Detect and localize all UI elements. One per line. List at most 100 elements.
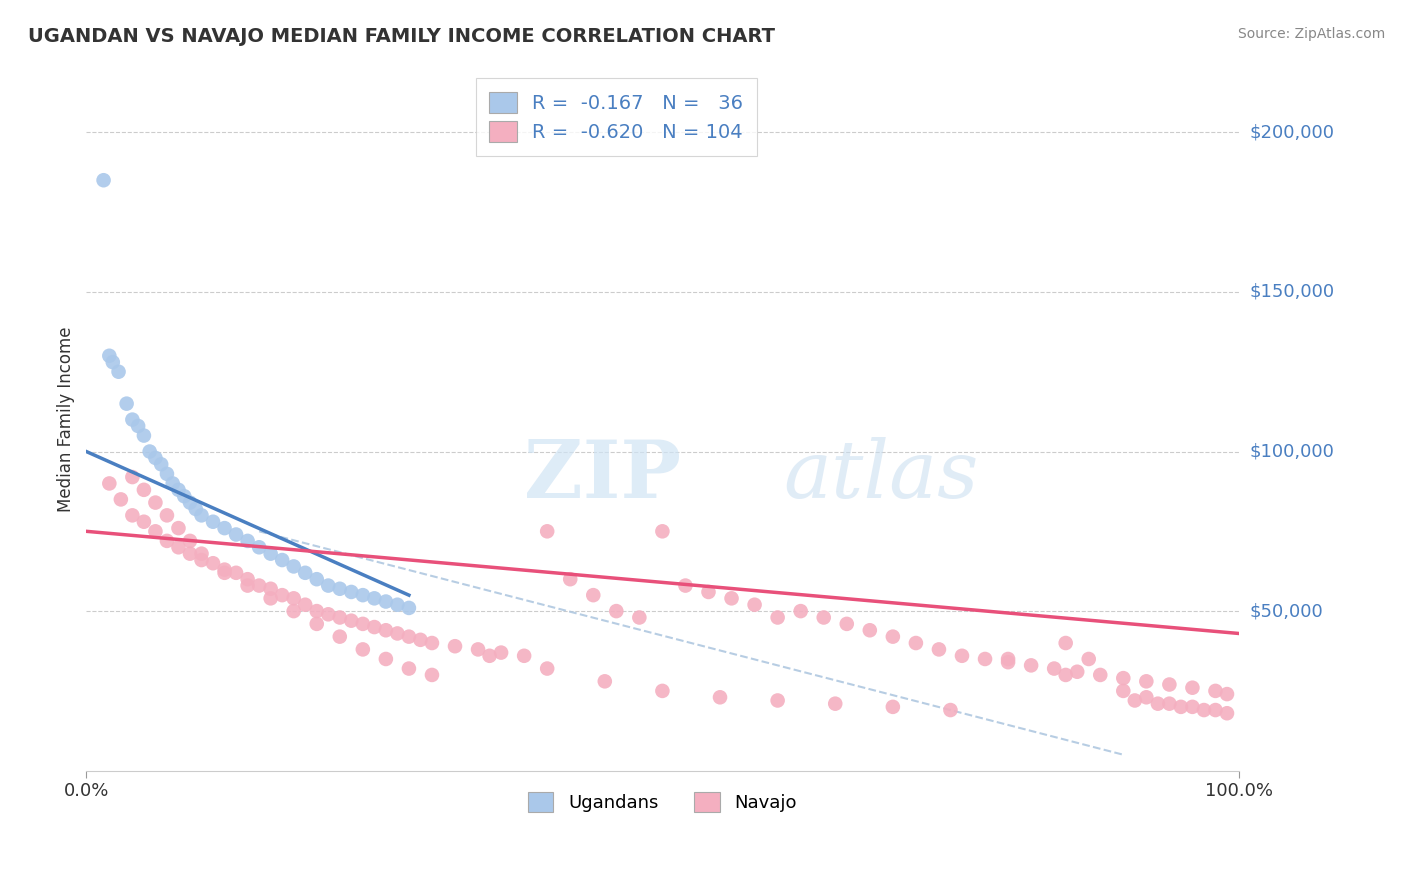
Text: atlas: atlas [783,437,979,515]
Point [709,690,731,705]
Point [167,521,190,535]
Point [398,601,420,615]
Point [340,585,363,599]
Point [1054,636,1077,650]
Point [132,483,155,497]
Point [1019,658,1042,673]
Point [132,428,155,442]
Point [1204,703,1226,717]
Point [835,616,858,631]
Point [560,572,582,586]
Point [374,624,396,638]
Point [93,173,115,187]
Point [352,588,374,602]
Point [225,527,247,541]
Point [305,572,328,586]
Point [156,467,179,481]
Point [316,578,339,592]
Point [374,594,396,608]
Y-axis label: Median Family Income: Median Family Income [58,326,75,512]
Point [939,703,962,717]
Point [98,349,121,363]
Point [167,541,190,555]
Point [1123,693,1146,707]
Text: ZIP: ZIP [524,437,681,515]
Point [214,563,236,577]
Point [398,630,420,644]
Point [283,559,305,574]
Point [167,483,190,497]
Point [824,697,846,711]
Point [882,630,904,644]
Point [1077,652,1099,666]
Point [882,699,904,714]
Point [813,610,835,624]
Point [789,604,811,618]
Point [950,648,973,663]
Point [101,355,124,369]
Point [173,489,195,503]
Point [593,674,616,689]
Point [329,610,352,624]
Point [628,610,651,624]
Legend: Ugandans, Navajo: Ugandans, Navajo [516,780,810,825]
Point [121,412,143,426]
Point [259,591,281,606]
Point [1204,684,1226,698]
Point [1112,684,1135,698]
Point [697,585,720,599]
Point [766,610,789,624]
Point [179,495,201,509]
Point [145,450,167,465]
Point [387,598,409,612]
Point [259,582,281,596]
Point [236,578,259,592]
Point [1066,665,1088,679]
Point [651,684,673,698]
Point [744,598,766,612]
Point [651,524,673,539]
Text: $150,000: $150,000 [1250,283,1334,301]
Point [1135,690,1157,705]
Point [398,662,420,676]
Point [1112,671,1135,685]
Point [1159,677,1181,691]
Point [1192,703,1215,717]
Point [283,591,305,606]
Point [190,508,212,523]
Point [294,598,316,612]
Point [305,604,328,618]
Text: $100,000: $100,000 [1250,442,1334,460]
Point [179,533,201,548]
Point [1147,697,1170,711]
Point [720,591,742,606]
Point [329,582,352,596]
Point [605,604,627,618]
Text: Source: ZipAtlas.com: Source: ZipAtlas.com [1237,27,1385,41]
Point [513,648,536,663]
Point [409,632,432,647]
Point [974,652,997,666]
Point [132,515,155,529]
Point [1090,668,1112,682]
Point [150,458,173,472]
Point [271,588,294,602]
Point [271,553,294,567]
Text: $50,000: $50,000 [1250,602,1323,620]
Point [145,524,167,539]
Point [247,578,270,592]
Point [766,693,789,707]
Point [98,476,121,491]
Point [236,533,259,548]
Point [329,630,352,644]
Point [236,572,259,586]
Point [582,588,605,602]
Point [420,636,443,650]
Point [1181,681,1204,695]
Point [675,578,697,592]
Point [156,533,179,548]
Point [1170,699,1192,714]
Point [305,616,328,631]
Point [190,547,212,561]
Point [1216,706,1239,721]
